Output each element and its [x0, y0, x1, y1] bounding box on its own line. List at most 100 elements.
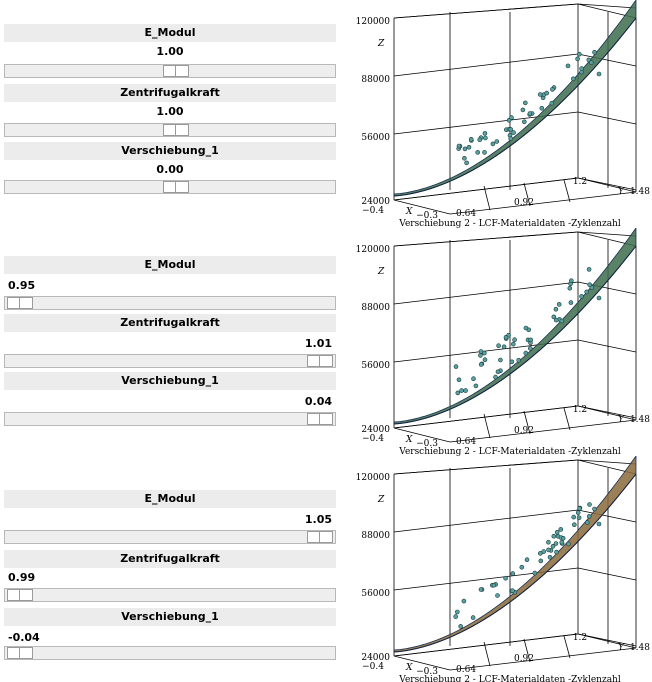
- data-point: [575, 56, 580, 62]
- data-point: [553, 307, 559, 312]
- slider-e-modul[interactable]: [4, 296, 336, 310]
- slider-zentrifugalkraft[interactable]: [4, 588, 336, 602]
- y-axis-label: Y: [618, 643, 625, 653]
- data-point: [463, 388, 468, 393]
- x-axis-label: X: [405, 663, 413, 673]
- slider-thumb[interactable]: [307, 413, 333, 425]
- slider-thumb[interactable]: [7, 589, 33, 601]
- data-point: [592, 49, 597, 55]
- grid-line: [393, 3, 579, 19]
- x-tick-label: 0.64: [456, 209, 476, 219]
- data-point: [577, 51, 582, 57]
- grid-line: [577, 509, 637, 523]
- grid-line: [577, 459, 637, 465]
- data-point: [478, 587, 484, 592]
- slider-thumb[interactable]: [307, 531, 333, 543]
- data-point: [576, 515, 582, 521]
- data-point: [553, 317, 559, 323]
- slider-label-zentrifugalkraft: Zentrifugalkraft: [4, 84, 336, 102]
- grid-line: [393, 459, 579, 475]
- z-axis-label: Z: [377, 267, 385, 277]
- z-tick-label: 56000: [361, 133, 390, 143]
- data-point: [524, 557, 530, 562]
- slider-thumb[interactable]: [163, 65, 189, 77]
- data-point: [471, 376, 476, 381]
- slider-value-e-modul: 0.95: [8, 279, 36, 292]
- z-tick-label: 88000: [361, 303, 390, 313]
- axis-line: [393, 199, 451, 215]
- slider-thumb[interactable]: [7, 297, 33, 309]
- data-point: [551, 533, 557, 539]
- data-point: [512, 337, 517, 342]
- slider-thumb[interactable]: [163, 181, 189, 193]
- z-axis-label: Z: [377, 39, 385, 49]
- data-point: [523, 325, 529, 331]
- controls-3: E_Modul 1.05 Zentrifugalkraft 0.99 Versc…: [4, 456, 336, 682]
- slider-label-verschiebung-1: Verschiebung_1: [4, 372, 336, 390]
- slider-e-modul[interactable]: [4, 530, 336, 544]
- data-point: [523, 100, 528, 106]
- data-point: [478, 353, 483, 358]
- x-tick-label: 0.64: [456, 665, 476, 675]
- data-point: [496, 343, 501, 348]
- data-point: [559, 539, 565, 545]
- data-point: [528, 337, 533, 343]
- grid-line: [577, 231, 637, 237]
- plot-caption: Verschiebung 2 - LCF-Materialdaten -Zykl…: [398, 219, 621, 228]
- data-point: [571, 514, 576, 520]
- plot-2: 120000 88000 56000 24000 Z −0.4 X −0.3 0.64 0.92 1…: [356, 228, 650, 456]
- data-point: [473, 383, 479, 389]
- data-point: [509, 359, 515, 365]
- data-point: [568, 300, 574, 305]
- data-point: [461, 598, 467, 604]
- slider-thumb[interactable]: [307, 355, 333, 367]
- data-point: [464, 160, 469, 166]
- grid-line: [523, 638, 531, 663]
- grid-line: [483, 413, 491, 439]
- data-point: [455, 609, 460, 615]
- data-point: [501, 344, 507, 350]
- slider-thumb[interactable]: [7, 647, 33, 659]
- slider-label-e-modul: E_Modul: [4, 490, 336, 508]
- x-tick-label: −0.3: [416, 211, 438, 221]
- y-tick-label: 1.2: [573, 633, 587, 643]
- slider-thumb[interactable]: [163, 124, 189, 136]
- slider-value-verschiebung-1: -0.04: [8, 631, 40, 644]
- plot-frame: [393, 3, 637, 215]
- fitted-surface: [393, 0, 637, 197]
- slider-verschiebung-1[interactable]: [4, 180, 336, 194]
- y-tick-label: 0.92: [514, 654, 534, 664]
- y-tick-label: 1.2: [573, 405, 587, 415]
- data-point: [586, 514, 592, 519]
- slider-e-modul[interactable]: [4, 64, 336, 78]
- axis-line: [449, 419, 637, 443]
- data-point: [475, 150, 480, 155]
- slider-verschiebung-1[interactable]: [4, 646, 336, 660]
- slider-verschiebung-1[interactable]: [4, 412, 336, 426]
- data-point: [519, 564, 525, 570]
- data-point: [579, 294, 584, 299]
- data-point: [522, 119, 527, 125]
- data-point: [482, 131, 488, 136]
- slider-zentrifugalkraft[interactable]: [4, 354, 336, 368]
- data-point: [510, 588, 515, 593]
- data-point: [550, 87, 555, 92]
- y-tick-label: 1.48: [630, 643, 650, 653]
- fitted-surface: [393, 456, 637, 653]
- slider-value-e-modul: 1.05: [304, 513, 332, 526]
- data-point: [459, 388, 464, 393]
- data-point: [585, 520, 590, 525]
- grid-line: [393, 633, 579, 657]
- x-axis-label: X: [405, 435, 413, 445]
- z-tick-label: 88000: [361, 531, 390, 541]
- data-point: [508, 136, 513, 141]
- y-tick-label: 0.92: [514, 198, 534, 208]
- z-tick-label: 120000: [356, 473, 391, 483]
- axis-line: [449, 647, 637, 671]
- grid-line: [577, 405, 637, 419]
- slider-value-zentrifugalkraft: 1.00: [156, 105, 184, 118]
- x-tick-label: −0.4: [362, 662, 384, 672]
- x-tick-label: −0.3: [416, 667, 438, 677]
- slider-zentrifugalkraft[interactable]: [4, 123, 336, 137]
- data-point: [455, 390, 461, 396]
